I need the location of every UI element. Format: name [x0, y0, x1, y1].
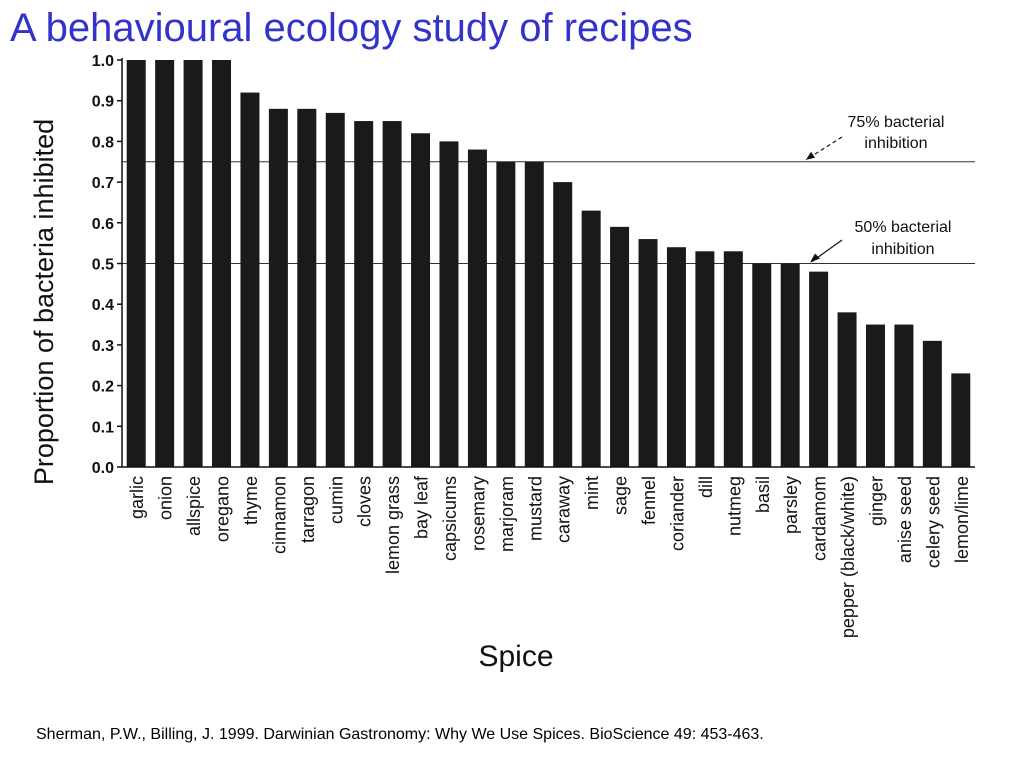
slide-title: A behavioural ecology study of recipes	[10, 6, 693, 50]
y-axis-label: Proportion of bacteria inhibited	[29, 119, 59, 485]
bar-bay-leaf	[411, 133, 431, 467]
bar-cinnamon	[268, 108, 288, 467]
x-tick-label: lemon grass	[383, 476, 403, 574]
x-axis-label: Spice	[478, 640, 553, 673]
x-tick-label: celery seed	[923, 476, 943, 568]
bar-tarragon	[297, 108, 317, 467]
x-tick-label: caraway	[554, 476, 574, 543]
bar-lemon-lime	[951, 373, 971, 467]
x-tick-label: capsicums	[440, 476, 460, 561]
x-tick-label: cardamom	[810, 476, 830, 561]
bar-marjoram	[496, 161, 516, 467]
x-tick-label: cloves	[355, 476, 375, 527]
x-tick-label: allspice	[184, 476, 204, 536]
y-tick-label: 0.2	[92, 379, 114, 396]
bar-allspice	[183, 60, 203, 467]
bar-parsley	[780, 263, 800, 467]
x-tick-label: dill	[696, 476, 716, 498]
x-tick-label: parsley	[781, 476, 801, 534]
x-tick-label: basil	[753, 476, 773, 513]
y-tick-label: 0.8	[92, 134, 114, 151]
x-tick-label: cumin	[326, 476, 346, 524]
x-tick-label: rosemary	[468, 476, 488, 551]
x-tick-label: tarragon	[298, 476, 318, 543]
bar-cumin	[325, 112, 345, 467]
x-tick-label: onion	[156, 476, 176, 520]
bar-rosemary	[467, 149, 487, 468]
y-tick-label: 0.7	[92, 175, 114, 192]
y-tick-label: 1.0	[92, 53, 114, 70]
bar-mustard	[524, 161, 544, 467]
bar-anise-seed	[894, 324, 914, 467]
bars	[126, 60, 971, 468]
x-tick-label: nutmeg	[724, 476, 744, 536]
x-tick-label: cinnamon	[269, 476, 289, 554]
x-tick-label: lemon/lime	[952, 476, 972, 563]
x-tick-label: fennel	[639, 476, 659, 525]
x-tick-label: ginger	[866, 476, 886, 526]
x-tick-label: pepper (black/white)	[838, 476, 858, 638]
y-axis: 0.0 0.1 0.2 0.3 0.4 0.5 0.6 0.7 0.8 0.9 1.0	[92, 53, 975, 477]
bar-oregano	[212, 60, 232, 467]
reference-label-75-line2: inhibition	[864, 135, 927, 152]
bar-cardamom	[809, 271, 829, 467]
reference-label-75-line1: 75% bacterial	[848, 114, 945, 131]
bar-pepper-black-white-	[837, 312, 857, 467]
y-tick-label: 0.9	[92, 94, 114, 111]
bar-dill	[695, 251, 715, 467]
bar-caraway	[553, 182, 573, 467]
y-tick-label: 0.6	[92, 216, 114, 233]
x-tick-label: mint	[582, 476, 602, 510]
reference-arrowhead-75	[806, 151, 815, 160]
x-tick-label: coriander	[667, 476, 687, 551]
bar-lemon-grass	[382, 121, 402, 468]
bar-coriander	[666, 247, 686, 467]
x-tick-label: mustard	[525, 476, 545, 541]
bar-cloves	[354, 121, 374, 468]
bar-fennel	[638, 239, 658, 467]
reference-arrowhead-50	[810, 253, 820, 263]
reference-lines: 75% bacterial inhibition 50% bacterial inhi…	[122, 114, 975, 264]
citation: Sherman, P.W., Billing, J. 1999. Darwini…	[36, 726, 764, 743]
x-tick-label: marjoram	[497, 476, 517, 552]
x-tick-labels: garlic onion allspice oregano thyme cinnamon t…	[127, 475, 972, 638]
x-tick-label: thyme	[241, 476, 261, 525]
bar-garlic	[126, 60, 146, 467]
x-tick-label: bay leaf	[412, 475, 432, 539]
bar-capsicums	[439, 141, 459, 467]
y-tick-label: 0.3	[92, 338, 114, 355]
bar-onion	[155, 60, 175, 467]
x-tick-label: anise seed	[895, 476, 915, 563]
bar-ginger	[865, 324, 885, 467]
y-tick-label: 0.1	[92, 419, 114, 436]
x-tick-label: sage	[611, 476, 631, 515]
y-tick-label: 0.5	[92, 257, 114, 274]
reference-label-50-line1: 50% bacterial	[855, 219, 952, 236]
bar-basil	[752, 263, 772, 467]
x-tick-label: garlic	[127, 476, 147, 519]
bar-nutmeg	[723, 251, 743, 467]
bar-celery-seed	[922, 340, 942, 467]
bar-chart: 75% bacterial inhibition 50% bacterial inhi…	[29, 53, 975, 673]
reference-label-50-line2: inhibition	[871, 241, 934, 258]
x-tick-label: oregano	[213, 476, 233, 542]
bar-thyme	[240, 92, 260, 467]
bar-mint	[581, 210, 601, 467]
y-tick-label: 0.0	[92, 460, 114, 477]
bar-sage	[610, 226, 630, 467]
y-tick-label: 0.4	[92, 297, 114, 314]
